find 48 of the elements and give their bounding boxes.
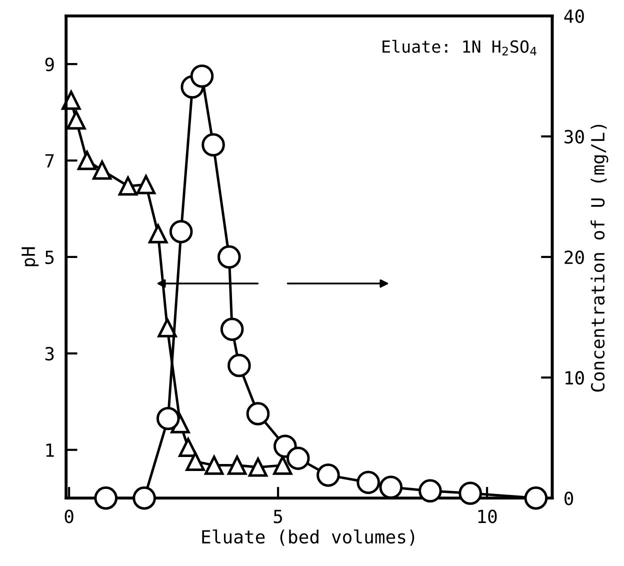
y-tick-label: 9 [45, 58, 54, 72]
point [248, 458, 268, 477]
point [246, 402, 270, 426]
y-tick-label: 3 [45, 346, 54, 361]
point [158, 318, 177, 338]
point [524, 486, 548, 510]
point [286, 446, 310, 470]
point [228, 354, 251, 378]
point [204, 456, 224, 475]
y2-tick-label: 30 [564, 130, 584, 144]
y-axis-title: pH [22, 247, 39, 266]
x-tick-label: 0 [64, 510, 74, 524]
point [273, 456, 292, 475]
x-tick-label: 5 [274, 510, 282, 524]
point [156, 406, 180, 430]
y-tick-label: 5 [45, 250, 54, 264]
x-tick-label: 10 [478, 510, 497, 524]
point [356, 470, 380, 494]
point [178, 438, 198, 458]
point [169, 220, 193, 244]
point [66, 110, 86, 130]
annotation: Eluate: 1N H$_{2}$SO$_{4}$ [382, 40, 536, 56]
y2-tick-label: 40 [564, 9, 584, 24]
point [148, 224, 168, 244]
point [118, 176, 138, 196]
point [228, 456, 247, 475]
y-tick-label: 1 [46, 444, 54, 457]
point [94, 486, 118, 510]
point [77, 150, 97, 170]
y2-tick-label: 0 [564, 492, 574, 506]
point [316, 464, 340, 487]
y2-tick-label: 20 [564, 250, 584, 264]
y-tick-label: 7 [45, 154, 54, 168]
x-axis-title: Eluate (bed volumes) [202, 530, 414, 546]
point [132, 486, 156, 510]
point [418, 479, 442, 503]
y2-axis-title: Concentration of U (mg/L) [590, 124, 608, 392]
point [220, 318, 244, 341]
point [202, 133, 225, 157]
point [190, 64, 214, 88]
point [62, 90, 81, 110]
point [217, 245, 241, 269]
point [92, 160, 112, 180]
y2-tick-label: 10 [566, 371, 584, 385]
point [379, 476, 403, 499]
point [136, 175, 156, 194]
point [458, 482, 482, 505]
point [186, 452, 205, 472]
